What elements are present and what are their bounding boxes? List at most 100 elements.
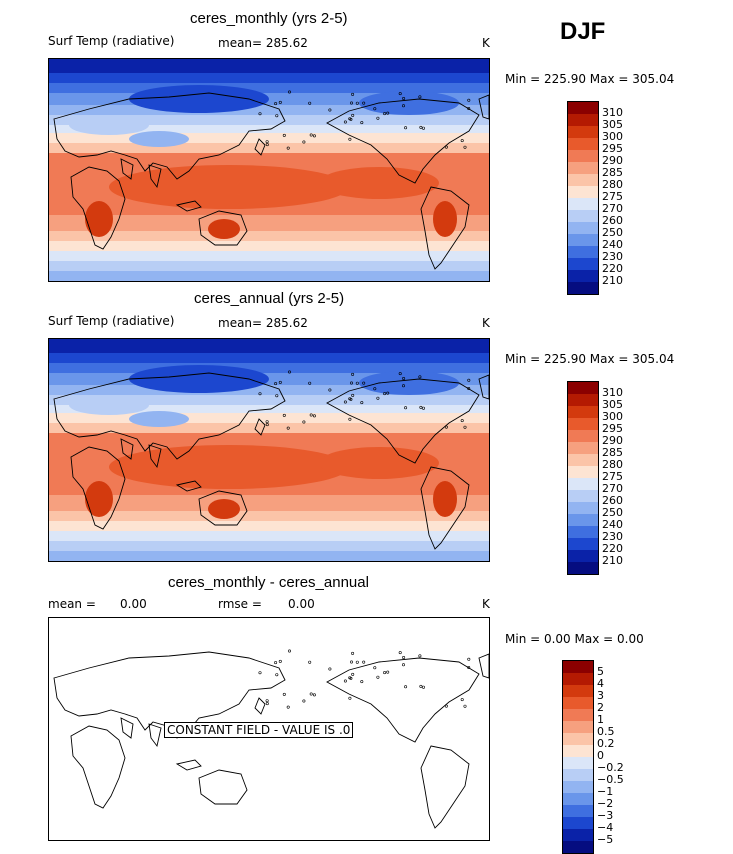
island: [373, 107, 377, 111]
coastline: [254, 697, 266, 715]
field-band: [49, 521, 489, 531]
field-hot-patch: [433, 201, 457, 237]
island: [265, 143, 269, 147]
island: [351, 372, 355, 376]
colorbar-tick-label: 285: [602, 446, 623, 459]
island: [265, 423, 269, 427]
colorbar-swatch: [568, 478, 598, 490]
colorbar-swatch: [568, 126, 598, 138]
coastline: [175, 200, 202, 212]
field-cold-patch: [129, 365, 269, 393]
colorbar-tick-label: 1: [597, 713, 604, 726]
coastline: [148, 444, 162, 469]
island: [282, 413, 286, 417]
colorbar-tick-label: 300: [602, 410, 623, 423]
colorbar-swatch: [568, 114, 598, 126]
panel2-variable-label: Surf Temp (radiative): [48, 314, 175, 328]
field-band: [49, 115, 489, 125]
field-hot-patch: [85, 481, 113, 517]
colorbar-tick-label: 5: [597, 665, 604, 678]
colorbar-tick-label: 2: [597, 701, 604, 714]
colorbar-swatch: [568, 150, 598, 162]
island: [348, 676, 352, 680]
island: [302, 420, 306, 424]
field-band: [49, 413, 489, 423]
island: [463, 704, 467, 708]
island: [467, 657, 471, 661]
island: [402, 376, 406, 380]
coastline: [175, 759, 202, 771]
island: [288, 90, 292, 94]
colorbar-tick-label: −5: [597, 833, 614, 846]
island: [312, 134, 316, 138]
island: [351, 92, 355, 96]
island: [265, 702, 269, 706]
field-band: [49, 353, 489, 363]
colorbar-swatch: [563, 841, 593, 853]
colorbar-tick-label: 290: [602, 154, 623, 167]
island: [275, 114, 279, 118]
island: [404, 685, 408, 689]
island: [274, 382, 278, 386]
island: [286, 705, 290, 709]
panel1-variable-label: Surf Temp (radiative): [48, 34, 175, 48]
panel3-colorbar: [562, 660, 594, 854]
panel2-colorbar: [567, 381, 599, 575]
island: [419, 405, 423, 409]
island: [418, 375, 422, 379]
colorbar-swatch: [568, 102, 598, 114]
island: [274, 102, 278, 106]
island: [373, 387, 377, 391]
island: [419, 125, 423, 129]
coastline: [70, 725, 126, 809]
colorbar-swatch: [568, 258, 598, 270]
field-band: [49, 143, 489, 153]
coastline: [420, 466, 470, 550]
field-cold-patch: [129, 411, 189, 427]
colorbar-swatch: [568, 282, 598, 294]
island: [348, 417, 352, 421]
coastline: [420, 186, 470, 270]
field-band: [49, 551, 489, 561]
island: [383, 112, 387, 116]
coastline: [175, 480, 202, 492]
island: [444, 145, 448, 149]
colorbar-swatch: [568, 234, 598, 246]
island: [386, 391, 390, 395]
colorbar-tick-label: 260: [602, 494, 623, 507]
island: [275, 394, 279, 398]
panel3-constant-message: CONSTANT FIELD - VALUE IS .0: [164, 722, 354, 738]
colorbar-swatch: [568, 270, 598, 282]
colorbar-swatch: [568, 418, 598, 430]
colorbar-swatch: [568, 466, 598, 478]
coastline: [120, 438, 134, 460]
island: [463, 145, 467, 149]
coastline: [198, 490, 248, 526]
island: [286, 146, 290, 150]
island: [349, 101, 353, 105]
field-band: [49, 105, 489, 115]
coastline: [70, 446, 126, 530]
colorbar-swatch: [568, 174, 598, 186]
colorbar-swatch: [563, 745, 593, 757]
island: [402, 96, 406, 100]
island: [376, 396, 380, 400]
island: [467, 378, 471, 382]
panel3-units: K: [482, 597, 490, 611]
field-band: [49, 511, 489, 521]
colorbar-tick-label: 210: [602, 274, 623, 287]
coastline: [326, 98, 480, 184]
colorbar-tick-label: 250: [602, 506, 623, 519]
colorbar-tick-label: 0: [597, 749, 604, 762]
island: [421, 406, 425, 410]
colorbar-swatch: [563, 697, 593, 709]
panel2-field: [49, 339, 489, 561]
island: [348, 397, 352, 401]
panel1-minmax: Min = 225.90 Max = 305.04: [505, 72, 675, 86]
season-label: DJF: [560, 18, 606, 45]
colorbar-swatch: [568, 246, 598, 258]
colorbar-swatch: [568, 162, 598, 174]
colorbar-tick-label: −1: [597, 785, 614, 798]
colorbar-swatch: [568, 538, 598, 550]
field-cold-patch: [359, 91, 459, 115]
